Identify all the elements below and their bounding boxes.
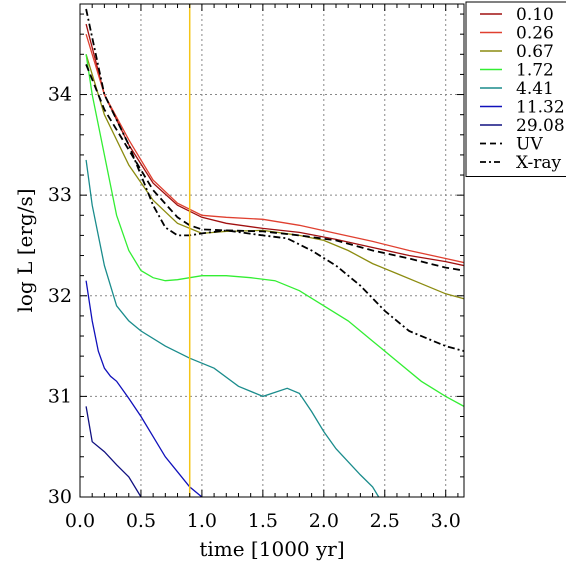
y-axis-ticks: 30 31 32 33 34 (48, 13, 464, 508)
legend-label: UV (516, 135, 543, 155)
legend-label: X-ray (516, 153, 562, 173)
y-tick-label: 31 (48, 385, 72, 407)
legend-label: 29.08 (516, 116, 565, 136)
legend-label: 0.26 (516, 24, 554, 44)
series-line-29-08 (85, 406, 142, 497)
legend-box (465, 1, 566, 177)
y-axis-title: log L [erg/s] (13, 188, 37, 312)
legend-label: 0.10 (516, 5, 554, 25)
y-tick-label: 30 (48, 486, 72, 508)
legend-label: 11.32 (516, 98, 565, 118)
legend-label: 4.41 (516, 79, 554, 99)
series-lines (85, 8, 464, 497)
series-line-4-41 (85, 159, 380, 497)
x-tick-label: 0.0 (65, 510, 95, 532)
series-line-0-67 (85, 54, 464, 300)
legend-label: 1.72 (516, 61, 554, 81)
series-line-uv (85, 64, 464, 272)
x-tick-label: 0.5 (126, 510, 156, 532)
x-tick-label: 3.0 (431, 510, 461, 532)
x-tick-label: 2.0 (309, 510, 339, 532)
x-axis-ticks: 0.0 0.5 1.0 1.5 2.0 2.5 3.0 (65, 4, 461, 532)
series-line-0-26 (85, 34, 464, 264)
legend-label: 0.67 (516, 42, 554, 62)
x-axis-title: time [1000 yr] (199, 537, 344, 561)
x-tick-label: 1.5 (248, 510, 278, 532)
y-tick-label: 34 (48, 84, 72, 106)
x-tick-label: 1.0 (187, 510, 217, 532)
y-tick-label: 32 (48, 285, 72, 307)
series-line-11-32 (85, 280, 203, 497)
y-tick-label: 33 (48, 184, 72, 206)
plot-frame (79, 3, 465, 498)
series-line-x-ray (85, 8, 464, 352)
series-line-0-10 (85, 23, 464, 267)
series-line-1-72 (85, 54, 464, 407)
x-tick-label: 2.5 (370, 510, 400, 532)
grid (80, 4, 464, 497)
